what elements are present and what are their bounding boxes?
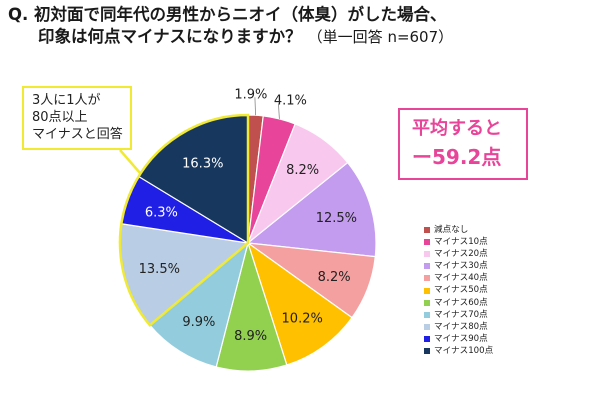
legend-item-8: マイナス80点: [424, 321, 594, 333]
callout-line3: マイナスと回答: [32, 127, 123, 142]
data-label-7: 9.9%: [182, 315, 215, 330]
callout-pointer: [119, 149, 141, 174]
legend-swatch-1: [424, 239, 430, 246]
legend-item-6: マイナス60点: [424, 297, 594, 309]
data-label-6: 8.9%: [234, 329, 267, 344]
average-value: ー59.2点: [412, 145, 502, 169]
title-line2: 印象は何点マイナスになりますか？ （単一回答 n=607）: [8, 26, 598, 48]
average-box: 平均すると ー59.2点: [398, 108, 528, 180]
legend-item-1: マイナス10点: [424, 236, 594, 248]
legend-item-2: マイナス20点: [424, 248, 594, 260]
legend-swatch-3: [424, 263, 430, 270]
legend-label-5: マイナス50点: [434, 285, 488, 296]
legend-swatch-6: [424, 299, 430, 306]
legend-label-10: マイナス100点: [434, 345, 494, 356]
legend-label-8: マイナス80点: [434, 321, 488, 332]
legend-item-4: マイナス40点: [424, 272, 594, 284]
data-label-2: 8.2%: [286, 163, 319, 178]
data-label-9: 6.3%: [145, 206, 178, 221]
pie-slice-5: [246, 241, 353, 366]
label-leader-1: [278, 103, 280, 119]
legend-swatch-9: [424, 335, 430, 342]
legend-label-6: マイナス60点: [434, 297, 488, 308]
legend-label-2: マイナス20点: [434, 249, 488, 260]
legend-item-10: マイナス100点: [424, 345, 594, 357]
callout-line1: 3人に1人が: [32, 93, 101, 108]
highlight-outline: [118, 113, 250, 327]
legend-label-9: マイナス90点: [434, 333, 488, 344]
legend-label-0: 減点なし: [434, 225, 469, 235]
legend-item-7: マイナス70点: [424, 309, 594, 321]
legend-swatch-5: [424, 287, 430, 294]
pie-slice-3: [246, 161, 377, 258]
legend-swatch-7: [424, 311, 430, 318]
legend-label-4: マイナス40点: [434, 273, 488, 284]
legend-swatch-2: [424, 251, 430, 258]
data-label-3: 12.5%: [316, 211, 357, 226]
title-question: 印象は何点マイナスになりますか？: [38, 27, 302, 46]
data-label-5: 10.2%: [282, 312, 323, 327]
data-label-8: 13.5%: [139, 262, 180, 277]
data-label-1: 4.1%: [274, 94, 307, 109]
legend-label-1: マイナス10点: [434, 237, 488, 248]
chart-title: Q. 初対面で同年代の男性からニオイ（体臭）がした場合、 印象は何点マイナスにな…: [8, 4, 598, 48]
legend: 減点なしマイナス10点 マイナス20点 マイナス30点 マイナス40点 マイナス50点マ…: [424, 224, 594, 357]
average-label: 平均すると: [412, 118, 502, 139]
data-label-0: 1.9%: [234, 87, 267, 102]
data-label-10: 16.3%: [182, 157, 223, 172]
pie-slice-7: [149, 241, 250, 368]
callout-line2: 80点以上: [32, 110, 88, 125]
legend-item-3: マイナス30点: [424, 260, 594, 272]
legend-item-0: 減点なし: [424, 224, 594, 236]
label-leader-0: [254, 97, 256, 116]
legend-swatch-10: [424, 347, 430, 354]
legend-swatch-8: [424, 323, 430, 330]
legend-item-5: マイナス50点: [424, 284, 594, 296]
legend-swatch-4: [424, 275, 430, 282]
title-line1: Q. 初対面で同年代の男性からニオイ（体臭）がした場合、: [8, 5, 447, 24]
title-sample-note: （単一回答 n=607）: [307, 28, 454, 46]
legend-swatch-0: [424, 227, 430, 234]
callout-box: 3人に1人が 80点以上 マイナスと回答: [22, 86, 132, 150]
legend-label-3: マイナス30点: [434, 261, 488, 272]
legend-label-7: マイナス70点: [434, 309, 488, 320]
legend-item-9: マイナス90点: [424, 333, 594, 345]
data-label-4: 8.2%: [318, 270, 351, 285]
